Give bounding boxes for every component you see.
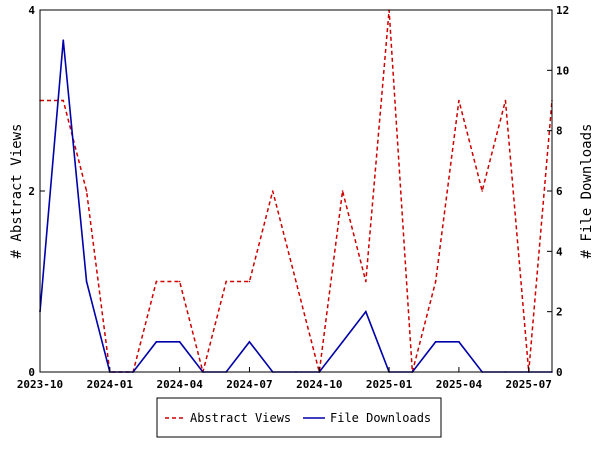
left-y-tick-label: 0 [28, 366, 35, 379]
data-point-abstract-views [85, 190, 88, 192]
x-tick-label: 2024-01 [87, 378, 134, 391]
left-axis-title: # Abstract Views [9, 124, 25, 259]
data-point-abstract-views [155, 280, 158, 283]
data-point-abstract-views [271, 190, 274, 192]
data-point-abstract-views [481, 190, 483, 192]
x-tick-label: 2024-04 [156, 378, 203, 391]
data-point-file-downloads [341, 341, 344, 343]
data-point-file-downloads [434, 341, 437, 343]
data-point-file-downloads [62, 39, 65, 41]
right-axis-title: # File Downloads [579, 124, 595, 259]
x-tick-label: 2024-07 [226, 378, 272, 391]
data-point-file-downloads [178, 341, 181, 343]
data-point-abstract-views [434, 280, 437, 283]
left-y-tick-label: 4 [28, 4, 35, 17]
data-point-file-downloads [155, 341, 158, 343]
right-y-tick-label: 12 [556, 4, 569, 17]
data-point-abstract-views [225, 280, 227, 283]
data-point-abstract-views [295, 280, 297, 283]
series-line-abstract-views [40, 9, 553, 373]
data-point-abstract-views [178, 280, 181, 283]
data-point-abstract-views [248, 280, 251, 283]
data-point-file-downloads [85, 280, 88, 283]
legend-label-abstract-views: Abstract Views [190, 411, 291, 425]
left-y-tick-label: 2 [28, 185, 35, 198]
right-y-tick-label: 6 [556, 185, 563, 198]
x-tick-label: 2025-04 [436, 378, 483, 391]
data-point-file-downloads [365, 310, 367, 313]
x-tick-label: 2024-10 [296, 378, 342, 391]
data-point-abstract-views [341, 190, 344, 192]
legend-box [156, 397, 442, 438]
x-tick-label: 2023-10 [17, 378, 63, 391]
data-point-abstract-views [504, 99, 507, 102]
plot-area-frame [39, 9, 553, 373]
series-layer [39, 9, 553, 373]
data-point-file-downloads [248, 341, 251, 343]
legend-label-file-downloads: File Downloads [330, 411, 431, 425]
data-point-abstract-views [365, 280, 367, 283]
axis-layer: 0 2 4 0 2 4 6 8 10 12 2023-10 2024-01 2024-04 2024-07… [17, 4, 569, 391]
right-y-tick-label: 4 [556, 245, 563, 258]
data-point-abstract-views [458, 99, 460, 102]
data-point-file-downloads [458, 341, 460, 343]
x-tick-label: 2025-01 [366, 378, 413, 391]
right-y-tick-label: 8 [556, 125, 563, 138]
right-y-tick-label: 10 [556, 64, 569, 77]
series-line-file-downloads [39, 40, 552, 373]
x-tick-label: 2025-07 [506, 378, 552, 391]
right-y-tick-label: 2 [556, 306, 563, 319]
right-y-tick-label: 0 [556, 366, 563, 379]
data-point-abstract-views [62, 99, 65, 102]
legend: Abstract Views File Downloads [156, 397, 442, 438]
